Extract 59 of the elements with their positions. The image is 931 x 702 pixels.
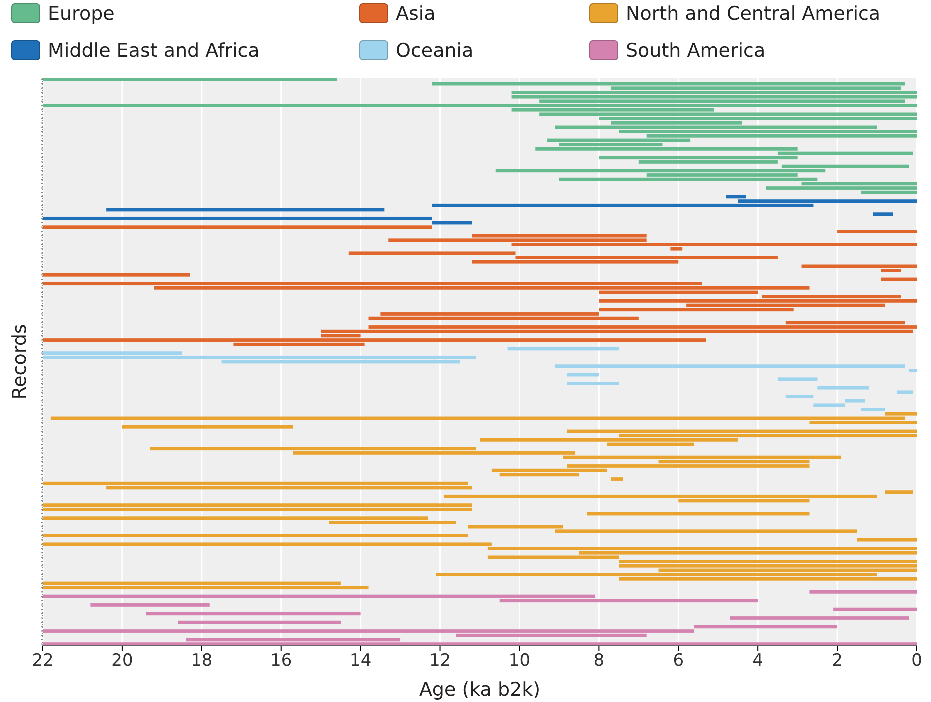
- bar: [43, 273, 190, 277]
- x-tick-label: 16: [270, 651, 292, 672]
- bar: [43, 508, 472, 512]
- bar: [90, 604, 210, 607]
- x-axis-title: Age (ka b2k): [419, 679, 541, 701]
- legend-label: South America: [626, 40, 766, 62]
- bar: [861, 408, 886, 412]
- x-tick-label: 2: [832, 651, 843, 672]
- x-tick-label: 18: [191, 651, 213, 672]
- bar: [818, 386, 870, 390]
- bar: [43, 482, 468, 486]
- bar: [43, 534, 468, 538]
- bar: [857, 538, 917, 542]
- bar: [873, 212, 894, 216]
- bar: [43, 226, 432, 230]
- x-tick-label: 14: [350, 651, 372, 672]
- bar: [611, 478, 624, 481]
- bar: [512, 95, 917, 99]
- bar: [43, 78, 337, 82]
- bar: [43, 356, 476, 360]
- bar: [838, 230, 917, 234]
- bar: [444, 494, 878, 498]
- bar: [178, 620, 341, 624]
- bar: [619, 564, 917, 568]
- bar: [567, 382, 620, 386]
- x-tick-label: 8: [594, 651, 605, 672]
- bar: [43, 216, 432, 220]
- bar: [694, 625, 838, 629]
- x-tick-label: 20: [112, 651, 134, 672]
- legend-label: Europe: [48, 3, 115, 25]
- bar: [43, 586, 369, 590]
- x-tick-label: 0: [912, 651, 922, 672]
- bar: [321, 330, 914, 334]
- bar: [348, 252, 516, 256]
- bar: [786, 395, 814, 398]
- x-tick-label: 10: [508, 651, 531, 672]
- bar: [43, 504, 472, 508]
- legend-label: Middle East and Africa: [48, 40, 260, 62]
- legend-label: Asia: [396, 3, 436, 25]
- bar: [885, 490, 914, 494]
- bar: [834, 608, 917, 612]
- bar: [845, 399, 866, 403]
- bar: [122, 425, 294, 429]
- bar: [146, 612, 361, 616]
- bar: [778, 378, 818, 382]
- legend-label: Oceania: [396, 40, 474, 62]
- x-tick-label: 12: [429, 651, 452, 672]
- x-tick-label: 4: [752, 651, 764, 672]
- x-tick-label: 22: [32, 651, 54, 672]
- legend-label: North and Central America: [626, 3, 881, 25]
- y-axis-title: Records: [9, 324, 31, 400]
- bar: [814, 404, 846, 408]
- bar: [730, 616, 910, 620]
- bar: [897, 390, 914, 394]
- bar: [555, 364, 906, 368]
- bar: [368, 316, 639, 320]
- bar: [909, 368, 917, 372]
- x-tick-label: 6: [673, 651, 684, 672]
- bar: [810, 590, 917, 594]
